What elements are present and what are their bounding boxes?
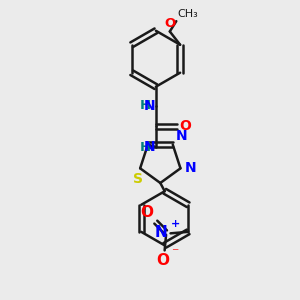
Text: N: N [144,99,156,113]
Text: CH₃: CH₃ [177,9,198,19]
Text: O: O [140,205,153,220]
Text: S: S [133,172,143,187]
Text: H: H [140,141,151,154]
Text: N: N [184,161,196,175]
Text: O: O [179,119,191,134]
Text: O: O [164,17,176,30]
Text: N: N [144,140,156,154]
Text: N: N [176,129,187,143]
Text: N: N [154,225,167,240]
Text: H: H [140,99,151,112]
Text: O: O [157,253,170,268]
Text: +: + [171,219,180,229]
Text: ⁻: ⁻ [171,246,178,260]
